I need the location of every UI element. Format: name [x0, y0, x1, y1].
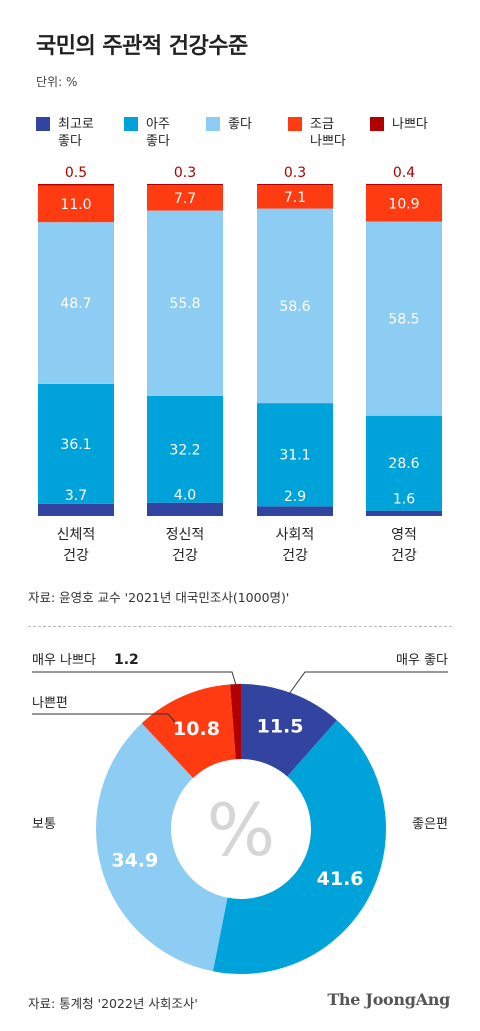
bar-segment-quite-good	[38, 383, 114, 504]
donut-name-label: 나쁜편	[32, 696, 68, 711]
bar-segment-quite-good	[366, 415, 442, 511]
percent-symbol: %	[207, 788, 275, 872]
bar-segment-somewhat-bad	[257, 184, 333, 209]
bar-value-label: 3.7	[65, 488, 87, 504]
bar-value-label: 48.7	[60, 296, 91, 312]
donut-slice-very-good	[241, 684, 337, 777]
bar-segment-very-good	[257, 506, 333, 516]
bar-segment-very-good	[38, 503, 114, 516]
legend-swatch	[124, 117, 138, 131]
bar-value-label: 55.8	[169, 296, 200, 312]
legend-item-somewhat-bad: 조금 나쁘다	[288, 116, 346, 150]
bar-segment-quite-good	[147, 395, 223, 503]
legend-swatch	[36, 117, 50, 131]
bar-value-label: 28.6	[388, 456, 419, 472]
donut-slice-good-side	[212, 720, 386, 974]
bar-segment-bad	[257, 184, 333, 185]
category-label: 건강	[282, 548, 308, 564]
category-label: 건강	[172, 548, 198, 564]
bar-value-label: 0.3	[284, 165, 306, 181]
bar-segment-quite-good	[257, 403, 333, 507]
donut-name-label: 매우 나쁘다	[32, 653, 96, 668]
legend-label: 조금 나쁘다	[310, 117, 346, 149]
donut-slice-average	[96, 723, 228, 972]
bar-segment-somewhat-bad	[38, 185, 114, 223]
source-note-donut: 자료: 통계청 '2022년 사회조사'	[28, 996, 198, 1011]
bar-segment-bad	[147, 184, 223, 185]
brand-logo: The JoongAng	[327, 990, 450, 1009]
bar-segment-somewhat-bad	[147, 184, 223, 211]
legend-item-good: 좋다	[206, 116, 252, 133]
bar-value-label: 2.9	[284, 489, 306, 505]
source-note-bar: 자료: 윤영호 교수 '2021년 대국민조사(1000명)'	[28, 590, 290, 605]
category-label: 신체적	[57, 527, 96, 543]
bar-value-label: 58.6	[279, 299, 310, 315]
donut-value-label: 1.2	[114, 652, 139, 668]
leader-line	[32, 713, 176, 723]
bar-segment-somewhat-bad	[366, 185, 442, 222]
legend-item-bad: 나쁘다	[370, 116, 428, 133]
bar-segment-very-good	[147, 502, 223, 516]
category-label: 건강	[391, 548, 417, 564]
donut-slice-bad-side	[141, 684, 236, 778]
legend-label: 최고로 좋다	[58, 117, 94, 149]
legend-item-quite-good: 아주 좋다	[124, 116, 170, 150]
bar-segment-very-good	[366, 510, 442, 516]
section-divider	[28, 626, 452, 627]
legend-label: 나쁘다	[392, 117, 428, 132]
legend-swatch	[206, 117, 220, 131]
bar-value-label: 58.5	[388, 312, 419, 328]
bar-segment-good	[257, 208, 333, 404]
legend-item-very-good: 최고로 좋다	[36, 116, 94, 150]
bar-value-label: 0.4	[393, 165, 415, 181]
chart-title: 국민의 주관적 건강수준	[36, 34, 248, 59]
category-label: 건강	[63, 548, 89, 564]
donut-value-label: 10.8	[173, 718, 220, 740]
bar-value-label: 7.1	[284, 190, 306, 206]
bar-value-label: 0.5	[65, 165, 87, 181]
bar-value-label: 1.6	[393, 491, 415, 507]
bar-segment-good	[366, 221, 442, 416]
bar-value-label: 10.9	[388, 196, 419, 212]
bar-segment-good	[147, 210, 223, 396]
category-label: 정신적	[166, 527, 205, 543]
legend-label: 아주 좋다	[146, 117, 170, 149]
category-label: 사회적	[276, 527, 315, 543]
category-label: 영적	[391, 527, 417, 543]
bar-value-label: 11.0	[60, 197, 91, 213]
bar-value-label: 31.1	[279, 448, 310, 464]
bar-value-label: 0.3	[174, 165, 196, 181]
donut-name-label: 좋은편	[412, 817, 448, 832]
donut-value-label: 41.6	[317, 868, 364, 890]
leader-line	[32, 671, 237, 686]
legend-swatch	[288, 117, 302, 131]
unit-label: 단위: %	[36, 75, 78, 89]
donut-value-label: 11.5	[257, 716, 304, 738]
leader-line	[288, 671, 448, 695]
donut-name-label: 매우 좋다	[396, 653, 448, 668]
bar-value-label: 32.2	[169, 442, 200, 458]
donut-slice-very-bad	[230, 684, 241, 760]
bar-segment-bad	[38, 184, 114, 186]
bar-value-label: 4.0	[174, 487, 196, 503]
donut-value-label: 34.9	[111, 849, 158, 871]
donut-name-label: 보통	[32, 817, 56, 832]
bar-segment-good	[38, 222, 114, 384]
legend-swatch	[370, 117, 384, 131]
legend-label: 좋다	[228, 117, 252, 132]
bar-value-label: 7.7	[174, 191, 196, 207]
bar-segment-bad	[366, 184, 442, 186]
bar-value-label: 36.1	[60, 437, 91, 453]
